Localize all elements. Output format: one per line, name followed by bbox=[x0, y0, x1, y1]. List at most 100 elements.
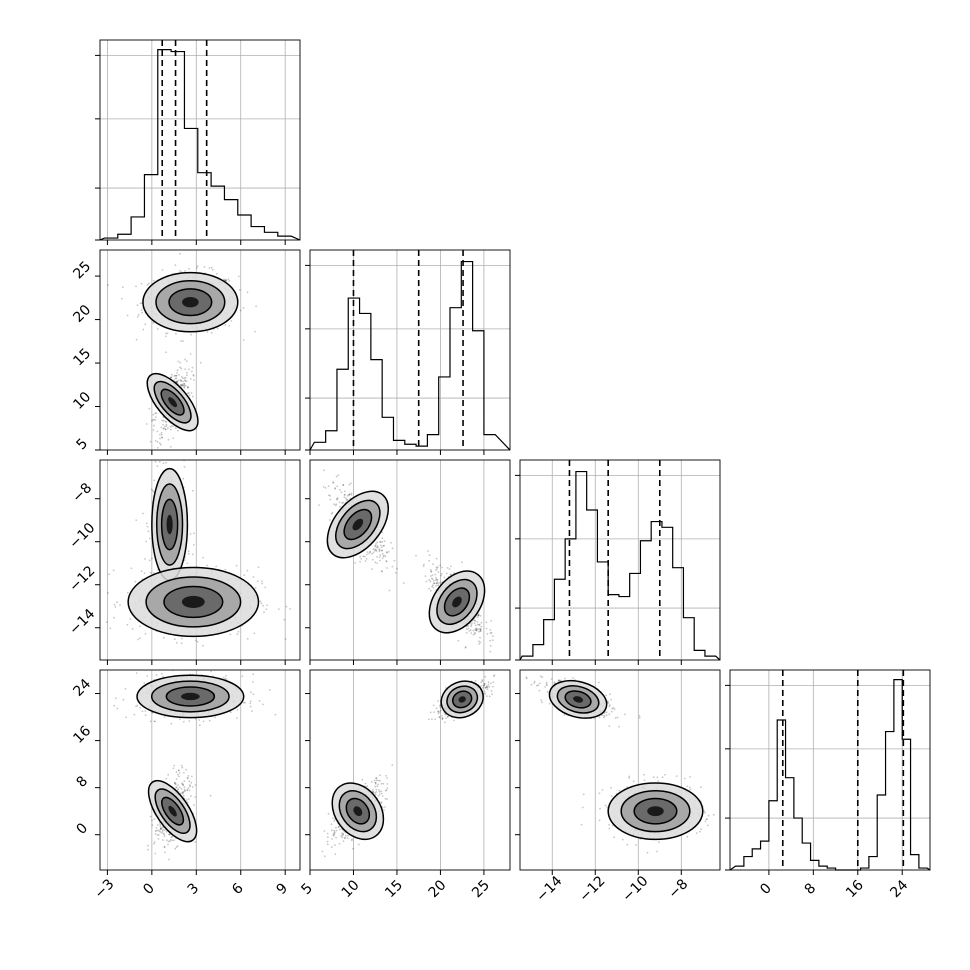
scatter-point bbox=[380, 544, 382, 547]
scatter-point bbox=[541, 676, 544, 679]
scatter-point bbox=[238, 289, 241, 291]
scatter-point bbox=[246, 291, 249, 294]
scatter-point bbox=[372, 551, 375, 554]
scatter-point bbox=[371, 568, 373, 570]
scatter-point bbox=[194, 841, 197, 843]
scatter-point bbox=[328, 494, 330, 496]
scatter-point bbox=[178, 772, 181, 774]
scatter-point bbox=[189, 378, 192, 380]
scatter-point bbox=[336, 497, 338, 500]
scatter-point bbox=[225, 678, 228, 681]
scatter-point bbox=[431, 574, 434, 576]
scatter-point bbox=[244, 701, 246, 704]
scatter-point bbox=[435, 566, 438, 569]
scatter-point bbox=[182, 340, 184, 342]
scatter-point bbox=[386, 783, 389, 785]
scatter-point bbox=[323, 469, 325, 472]
scatter-point bbox=[164, 428, 167, 431]
scatter-point bbox=[154, 833, 157, 835]
scatter-point bbox=[154, 720, 156, 723]
scatter-point bbox=[180, 340, 183, 342]
scatter-point bbox=[175, 332, 177, 335]
scatter-point bbox=[177, 360, 180, 363]
scatter-point bbox=[475, 629, 478, 632]
scatter-point bbox=[192, 379, 195, 381]
scatter-point bbox=[192, 489, 194, 492]
scatter-point bbox=[153, 842, 155, 845]
scatter-point bbox=[437, 710, 439, 713]
scatter-point bbox=[430, 570, 433, 573]
scatter-point bbox=[605, 711, 608, 714]
scatter-point bbox=[384, 789, 387, 792]
scatter-point bbox=[170, 836, 173, 839]
scatter-point bbox=[350, 492, 353, 495]
scatter-point bbox=[354, 562, 356, 564]
panel-background bbox=[310, 460, 510, 660]
scatter-point bbox=[446, 715, 449, 718]
scatter-point bbox=[179, 361, 182, 364]
scatter-point bbox=[334, 844, 336, 846]
scatter-point bbox=[351, 838, 353, 841]
scatter-point bbox=[342, 483, 345, 486]
scatter-point bbox=[435, 579, 437, 581]
scatter-point bbox=[383, 809, 385, 811]
scatter-point bbox=[228, 280, 231, 282]
scatter-point bbox=[376, 556, 378, 558]
scatter-point bbox=[137, 313, 140, 316]
scatter-point bbox=[135, 285, 137, 288]
scatter-point bbox=[616, 716, 619, 719]
scatter-point bbox=[109, 627, 112, 630]
scatter-point bbox=[114, 697, 117, 700]
scatter-point bbox=[360, 558, 363, 560]
scatter-point bbox=[546, 690, 549, 693]
scatter-point bbox=[375, 546, 378, 549]
scatter-point bbox=[264, 586, 267, 589]
scatter-point bbox=[376, 562, 379, 564]
scatter-point bbox=[432, 704, 435, 707]
scatter-point bbox=[374, 545, 377, 548]
scatter-point bbox=[146, 283, 149, 286]
scatter-point bbox=[161, 672, 163, 675]
scatter-point bbox=[211, 667, 213, 669]
scatter-point bbox=[467, 624, 470, 627]
scatter-point bbox=[139, 625, 141, 628]
scatter-point bbox=[441, 715, 443, 717]
scatter-point bbox=[190, 781, 193, 784]
scatter-point bbox=[383, 544, 385, 547]
scatter-point bbox=[192, 395, 194, 398]
scatter-point bbox=[492, 685, 494, 688]
scatter-panel-2-1 bbox=[305, 459, 511, 665]
scatter-point bbox=[187, 385, 189, 388]
scatter-point bbox=[223, 278, 225, 281]
scatter-point bbox=[435, 557, 438, 560]
scatter-point bbox=[136, 315, 139, 318]
scatter-point bbox=[183, 786, 186, 789]
scatter-point bbox=[184, 789, 187, 792]
scatter-point bbox=[612, 706, 615, 709]
scatter-point bbox=[341, 834, 344, 837]
scatter-point bbox=[378, 549, 381, 551]
y-tick-label: 10 bbox=[70, 389, 94, 413]
scatter-point bbox=[339, 488, 341, 491]
y-tick-label: 24 bbox=[70, 676, 94, 700]
scatter-point bbox=[445, 717, 447, 719]
scatter-point bbox=[179, 384, 182, 386]
scatter-point bbox=[145, 522, 148, 525]
scatter-point bbox=[189, 353, 192, 355]
scatter-point bbox=[174, 374, 177, 377]
scatter-point bbox=[162, 427, 165, 430]
scatter-point bbox=[605, 714, 608, 716]
scatter-point bbox=[345, 499, 348, 501]
scatter-point bbox=[160, 828, 163, 830]
scatter-point bbox=[378, 548, 381, 551]
scatter-point bbox=[372, 790, 375, 793]
panel-border bbox=[99, 249, 301, 451]
scatter-point bbox=[159, 437, 161, 440]
scatter-point bbox=[165, 461, 167, 464]
scatter-point bbox=[480, 621, 483, 624]
scatter-point bbox=[179, 366, 182, 369]
scatter-point bbox=[151, 557, 153, 560]
scatter-point bbox=[477, 614, 480, 617]
scatter-point bbox=[175, 380, 178, 383]
scatter-point bbox=[188, 368, 190, 371]
